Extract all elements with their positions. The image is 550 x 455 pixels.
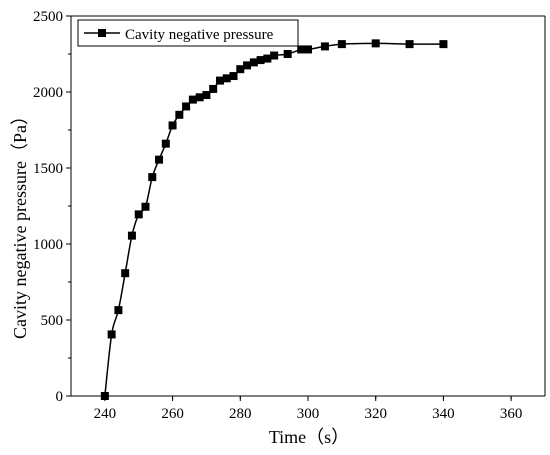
x-axis-label: Time（s） xyxy=(269,427,349,447)
data-point-marker xyxy=(243,61,252,70)
data-point-marker xyxy=(337,40,346,49)
y-tick-label: 0 xyxy=(56,389,64,405)
data-point-marker xyxy=(263,54,272,63)
series-line xyxy=(104,42,444,397)
data-point-marker xyxy=(121,269,130,278)
x-tick-label: 280 xyxy=(229,406,252,422)
x-tick-label: 320 xyxy=(364,406,387,422)
data-point-marker xyxy=(371,39,380,48)
data-point-marker xyxy=(215,76,224,85)
data-point-marker xyxy=(168,121,177,130)
y-axis-label: Cavity negative pressure（Pa） xyxy=(10,107,30,339)
data-point-marker xyxy=(195,93,204,102)
data-point-marker xyxy=(141,202,150,211)
data-point-marker xyxy=(107,330,116,339)
data-point-marker xyxy=(249,58,258,67)
data-point-marker xyxy=(320,42,329,51)
data-point-marker xyxy=(270,51,279,60)
x-tick-label: 300 xyxy=(297,406,320,422)
data-point-marker xyxy=(283,50,292,58)
legend: Cavity negative pressure xyxy=(77,19,299,47)
y-tick-label: 500 xyxy=(41,313,64,329)
x-tick-label: 340 xyxy=(432,406,455,422)
data-point-marker xyxy=(405,40,414,49)
data-point-marker xyxy=(127,231,136,240)
data-point-marker xyxy=(202,91,211,100)
data-point-marker xyxy=(155,155,164,164)
series-layer xyxy=(100,39,448,400)
y-tick-label: 1000 xyxy=(33,237,63,253)
x-tick-label: 260 xyxy=(161,406,184,422)
data-point-marker xyxy=(134,210,143,219)
data-point-marker xyxy=(297,45,306,54)
y-tick-label: 2500 xyxy=(33,9,63,25)
x-ticks: 240 260 280 300 320 340 360 xyxy=(94,396,523,422)
x-tick-label: 240 xyxy=(94,406,117,422)
data-point-marker xyxy=(188,95,197,104)
y-tick-label: 2000 xyxy=(33,85,63,101)
y-ticks: 0 500 1000 1500 2000 2500 xyxy=(33,9,71,405)
data-point-marker xyxy=(114,306,123,315)
data-point-marker xyxy=(209,84,218,93)
data-point-marker xyxy=(256,56,265,65)
y-tick-label: 1500 xyxy=(33,161,63,177)
data-point-marker xyxy=(304,45,312,54)
data-point-marker xyxy=(175,110,184,119)
x-tick-label: 360 xyxy=(500,406,523,422)
data-point-marker xyxy=(222,74,231,83)
data-point-marker xyxy=(148,173,157,182)
data-point-marker xyxy=(100,392,109,400)
data-point-marker xyxy=(439,40,448,49)
data-point-marker xyxy=(229,72,238,81)
data-point-marker xyxy=(236,65,245,74)
data-point-marker xyxy=(182,102,191,111)
data-point-marker xyxy=(161,139,170,148)
legend-series-label: Cavity negative pressure xyxy=(125,27,274,43)
legend-marker-sample xyxy=(98,29,106,37)
